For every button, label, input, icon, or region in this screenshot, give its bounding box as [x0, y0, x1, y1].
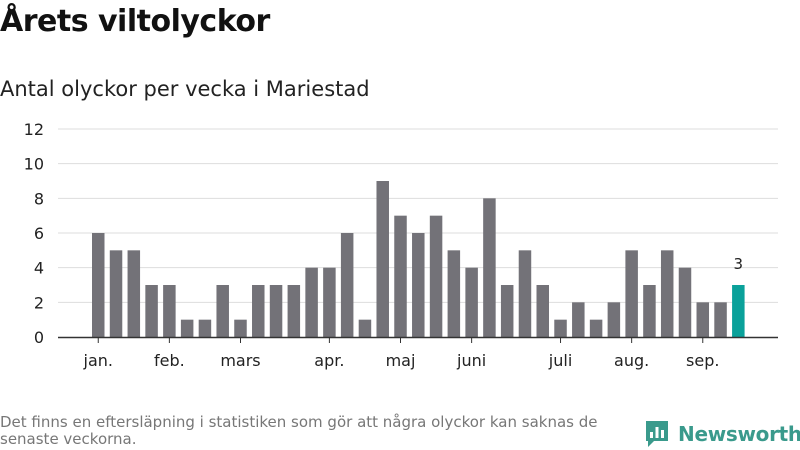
bar	[163, 285, 176, 337]
y-tick-label: 4	[34, 259, 44, 278]
bar	[536, 285, 549, 337]
bar	[465, 267, 478, 337]
bar	[625, 250, 638, 337]
y-tick-label: 8	[34, 189, 44, 208]
chart-subtitle: Antal olyckor per vecka i Mariestad	[0, 77, 370, 101]
bar	[234, 319, 247, 337]
bar	[394, 215, 407, 337]
x-tick-label: juni	[456, 351, 486, 370]
bar	[127, 250, 141, 337]
x-tick-label: feb.	[154, 351, 185, 370]
y-axis-ticks: 0 2 4 6 8 10 12	[24, 120, 44, 347]
bar	[643, 285, 656, 337]
bar	[500, 285, 514, 337]
bar	[287, 285, 301, 337]
brand-logo: Newsworthy	[644, 419, 800, 449]
bar-chart: 0 2 4 6 8 10 12 3 jan. feb. mars apr. maj juni juli a…	[24, 120, 778, 370]
bar	[323, 267, 336, 337]
x-tick-label: aug.	[614, 351, 649, 370]
bar	[678, 267, 692, 337]
x-tick-label: mars	[220, 351, 260, 370]
bar	[732, 285, 745, 337]
bar	[447, 250, 461, 337]
bars	[92, 181, 745, 337]
x-tick-label: juli	[548, 351, 572, 370]
data-label: 3	[734, 255, 744, 273]
chart-title: Årets viltolyckor	[0, 4, 270, 39]
bar	[412, 233, 425, 337]
x-axis-ticks: jan. feb. mars apr. maj juni juli aug. sep.	[83, 337, 719, 370]
bar	[305, 267, 318, 337]
x-tick-label: jan.	[83, 351, 113, 370]
bar	[518, 250, 532, 337]
footnote: Det finns en eftersläpning i statistiken…	[0, 413, 598, 448]
y-tick-label: 12	[24, 120, 44, 139]
y-tick-label: 0	[34, 328, 44, 347]
bar	[269, 285, 283, 337]
bar	[572, 302, 585, 337]
bar	[145, 285, 158, 337]
bar	[607, 302, 621, 337]
bar	[340, 233, 354, 337]
bar	[483, 198, 496, 337]
y-tick-label: 2	[34, 293, 44, 312]
bar	[660, 250, 674, 337]
bar	[589, 319, 603, 337]
bar	[252, 285, 265, 337]
bar	[429, 215, 443, 337]
bar	[376, 181, 389, 337]
bar	[198, 319, 212, 337]
y-tick-label: 10	[24, 155, 44, 174]
x-tick-label: apr.	[314, 351, 344, 370]
bar-chart-speech-icon	[646, 421, 668, 447]
bar	[109, 250, 123, 337]
bar	[216, 285, 229, 337]
bar	[696, 302, 710, 337]
brand-name: Newsworthy	[678, 422, 800, 446]
x-tick-label: sep.	[686, 351, 719, 370]
bar	[554, 319, 567, 337]
bar	[92, 233, 105, 337]
bar	[180, 319, 194, 337]
x-tick-label: maj	[386, 351, 416, 370]
y-tick-label: 6	[34, 224, 44, 243]
bar	[714, 302, 727, 337]
bar	[358, 319, 372, 337]
data-labels: 3	[734, 255, 744, 273]
